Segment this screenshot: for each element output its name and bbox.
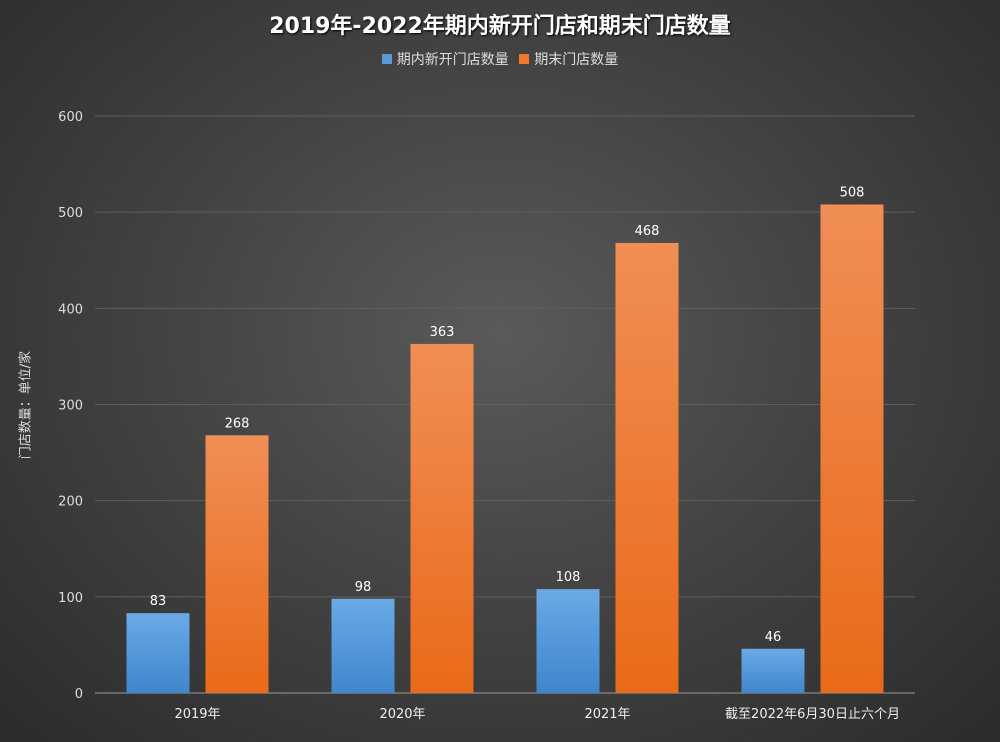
data-label: 108 bbox=[556, 570, 581, 585]
y-tick-label: 400 bbox=[58, 302, 83, 317]
chart-title: 2019年-2022年期内新开门店和期末门店数量 bbox=[269, 14, 731, 39]
data-label: 468 bbox=[635, 224, 660, 239]
y-tick-label: 600 bbox=[58, 110, 83, 125]
y-tick-label: 100 bbox=[58, 591, 83, 606]
x-tick-label: 2019年 bbox=[174, 707, 220, 722]
data-label: 508 bbox=[840, 185, 865, 200]
y-tick-label: 0 bbox=[75, 687, 83, 702]
bar-new-stores bbox=[741, 648, 805, 693]
data-label: 268 bbox=[225, 416, 250, 431]
bar-end-stores bbox=[820, 204, 884, 693]
bar-end-stores bbox=[615, 242, 679, 693]
data-label: 363 bbox=[430, 325, 455, 340]
y-tick-label: 300 bbox=[58, 399, 83, 414]
legend: 期内新开门店数量 期末门店数量 bbox=[0, 49, 1000, 69]
y-tick-label: 500 bbox=[58, 206, 83, 221]
data-label: 83 bbox=[150, 594, 167, 609]
x-tick-label: 2021年 bbox=[584, 707, 630, 722]
x-tick-label: 2020年 bbox=[379, 707, 425, 722]
legend-swatch-blue bbox=[381, 54, 392, 64]
legend-label: 期末门店数量 bbox=[534, 52, 619, 68]
data-label: 46 bbox=[765, 630, 782, 645]
bar-new-stores bbox=[126, 613, 190, 693]
x-tick-label: 截至2022年6月30日止六个月 bbox=[725, 707, 900, 722]
legend-label: 期内新开门店数量 bbox=[396, 52, 509, 68]
legend-item-new-stores: 期内新开门店数量 bbox=[381, 49, 509, 69]
bar-new-stores bbox=[331, 598, 395, 693]
data-label: 98 bbox=[355, 580, 372, 595]
legend-swatch-orange bbox=[519, 54, 530, 64]
legend-item-end-stores: 期末门店数量 bbox=[519, 49, 618, 69]
bar-new-stores bbox=[536, 589, 600, 693]
y-tick-label: 200 bbox=[58, 495, 83, 510]
bar-end-stores bbox=[410, 343, 474, 693]
bar-end-stores bbox=[205, 435, 269, 693]
